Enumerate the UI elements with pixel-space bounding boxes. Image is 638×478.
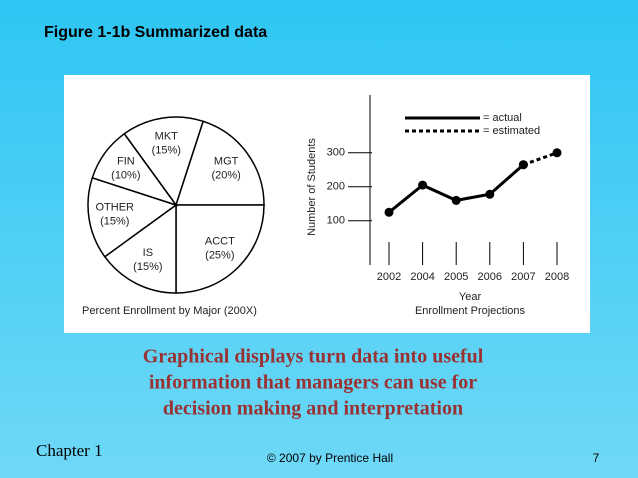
caption-line: decision making and interpretation [163,398,463,420]
chapter: Chapter 1 [36,441,103,460]
charts: MKT (15%) MGT (20%) ACCT (25%) IS (15%) OTHER (15… [82,95,569,317]
slice-label: ACCT [205,236,235,248]
slice-value-label: (25%) [205,250,234,262]
x-tick-label: 2002 [377,271,401,283]
pie-slice [123,116,205,207]
slice-label: IS [143,247,153,259]
slice-value-label: (15%) [133,261,162,273]
caption-line: Graphical displays turn data into useful [143,346,484,368]
x-tick-label: 2004 [410,271,434,283]
chart-subtitle: Enrollment Projections [415,305,526,317]
slice-label: MKT [155,131,179,143]
slice-value-label: (20%) [211,169,240,181]
pie-slice [175,204,265,294]
legend-label: = estimated [483,125,540,137]
pie-slice [87,176,178,258]
caption: Graphical displays turn data into useful… [143,346,484,420]
y-tick-label: 300 [327,147,345,159]
x-tick-label: 2006 [478,271,502,283]
x-tick-label: 2008 [545,271,569,283]
x-tick-label: 2005 [444,271,468,283]
copyright: © 2007 by Prentice Hall [267,451,393,465]
data-point [451,195,461,205]
x-axis-label: Year [459,291,482,303]
pie-slice [174,120,265,206]
slice-value-label: (10%) [111,169,140,181]
slice-value-label: (15%) [100,216,129,228]
legend-label: = actual [483,112,522,124]
pie-title: Percent Enrollment by Major (200X) [82,305,257,317]
caption-line: information that managers can use for [149,372,477,394]
data-point [418,180,428,190]
pie-slice [91,132,178,207]
page-number: 7 [593,451,600,465]
slice-label: MGT [214,155,239,167]
slice-value-label: (15%) [152,145,181,157]
x-tick-label: 2007 [511,271,535,283]
y-tick-label: 100 [327,215,345,227]
y-axis-label: Number of Students [306,138,318,236]
slice-label: FIN [117,155,135,167]
data-point [485,189,495,199]
data-point [552,148,562,158]
slide-title: Figure 1-1b Summarized data [44,24,267,41]
series-line [522,151,558,167]
pie-slice [103,203,177,294]
data-point [518,160,528,170]
data-point [384,207,394,217]
slice-label: OTHER [96,202,135,214]
y-tick-label: 200 [327,181,345,193]
